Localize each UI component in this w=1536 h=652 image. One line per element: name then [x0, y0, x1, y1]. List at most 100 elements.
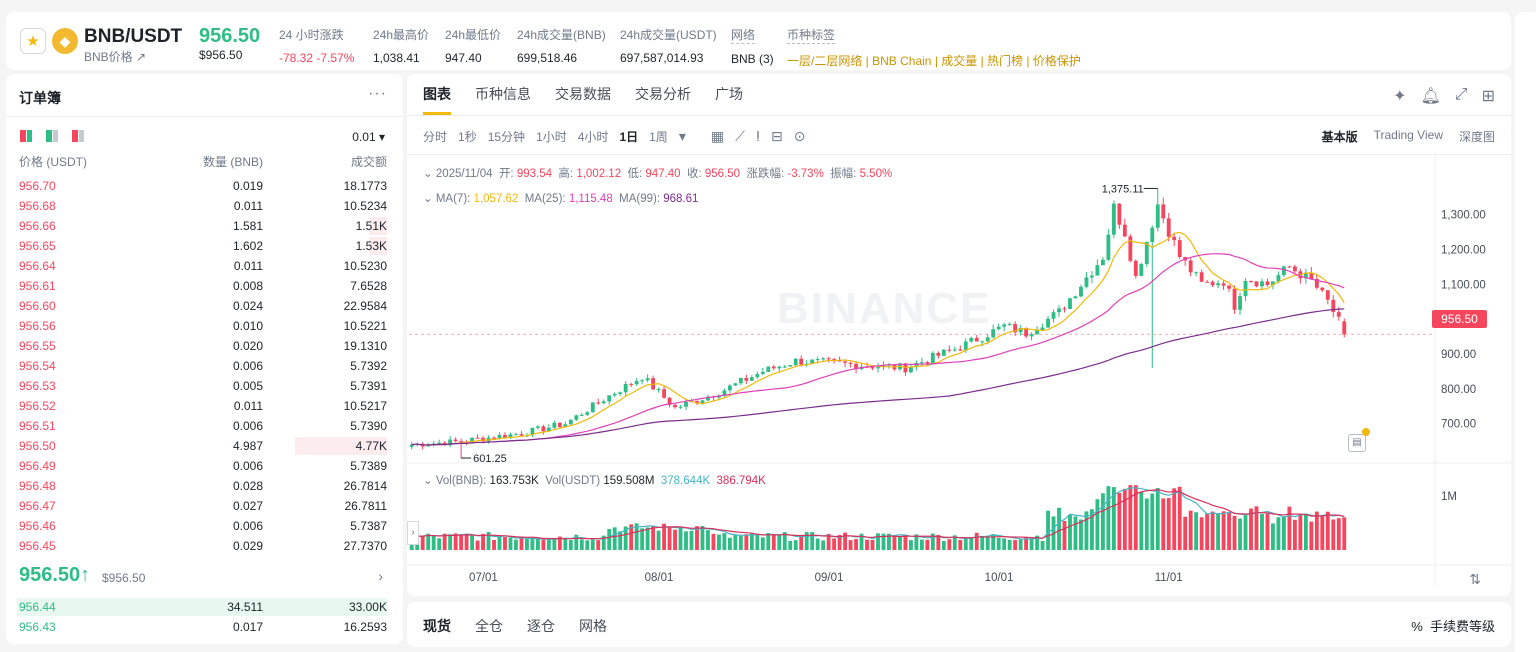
- volume-bar: [546, 539, 551, 550]
- candlestick-chart[interactable]: 1,300.001,200.001,100.001,000.00900.0080…: [407, 155, 1511, 585]
- fee-tier[interactable]: % 手续费等级: [1411, 616, 1495, 635]
- volume-bar: [601, 535, 606, 550]
- chart-tab[interactable]: 交易数据: [555, 86, 611, 102]
- notes-icon[interactable]: ▤: [1348, 434, 1366, 452]
- ask-row[interactable]: 956.64 0.011 10.5230: [6, 256, 403, 276]
- more-options-icon[interactable]: ···: [368, 85, 387, 102]
- ask-row[interactable]: 956.45 0.029 27.7370: [6, 536, 403, 556]
- stat-value[interactable]: 一层/二层网络 | BNB Chain | 成交量 | 热门榜 | 价格保护: [787, 54, 1081, 68]
- candle-body: [919, 362, 924, 364]
- chevron-down-icon[interactable]: ▾: [678, 128, 686, 144]
- ask-price: 956.47: [19, 499, 56, 513]
- ask-row[interactable]: 956.65 1.602 1.53K: [6, 236, 403, 256]
- expand-drawer-icon[interactable]: ›: [407, 521, 419, 545]
- candle-body: [996, 326, 1001, 330]
- view-both-icon[interactable]: [20, 130, 32, 142]
- bid-row[interactable]: 956.44 34.511 33.00K: [6, 597, 403, 617]
- interval-option[interactable]: 1秒: [458, 130, 477, 144]
- ask-row[interactable]: 956.47 0.027 26.7811: [6, 496, 403, 516]
- ask-row[interactable]: 956.60 0.024 22.9584: [6, 296, 403, 316]
- chart-mode-option[interactable]: 深度图: [1458, 130, 1495, 144]
- trade-tab[interactable]: 现货: [423, 618, 451, 634]
- chart-tab[interactable]: 广场: [715, 86, 743, 102]
- volume-bar: [1068, 514, 1072, 550]
- grid-layout-icon[interactable]: ⊞: [1481, 88, 1495, 105]
- chart-tab[interactable]: 图表: [423, 84, 451, 115]
- low-annotation: 601.25: [473, 453, 507, 465]
- candle-body: [1199, 272, 1204, 282]
- calendar-icon[interactable]: ▦: [710, 128, 725, 144]
- interval-option[interactable]: 4小时: [577, 130, 609, 144]
- ask-qty: 0.006: [232, 519, 263, 533]
- candle-body: [1155, 204, 1160, 228]
- ask-row[interactable]: 956.48 0.028 26.7814: [6, 476, 403, 496]
- pair-price-link[interactable]: BNB价格 ↗: [84, 50, 147, 64]
- volume-bar: [1040, 540, 1045, 550]
- volume-bar: [662, 523, 666, 550]
- ask-row[interactable]: 956.70 0.019 18.1773: [6, 176, 403, 196]
- ask-price: 956.61: [19, 279, 56, 293]
- ai-sparkle-icon[interactable]: ✦: [1393, 88, 1407, 105]
- ask-total: 7.6528: [350, 279, 387, 293]
- stat-label: 24h最低价: [445, 28, 502, 42]
- ask-row[interactable]: 956.51 0.006 5.7390: [6, 416, 403, 436]
- volume-bar: [1320, 515, 1325, 550]
- candle-body: [815, 359, 820, 361]
- candle-body: [1051, 312, 1056, 319]
- settings-icon[interactable]: ⊙: [793, 128, 806, 144]
- interval-option[interactable]: 1日: [619, 130, 639, 144]
- view-bids-icon[interactable]: [46, 130, 58, 142]
- interval-option[interactable]: 15分钟: [487, 130, 526, 144]
- ask-row[interactable]: 956.55 0.020 19.1310: [6, 336, 403, 356]
- candle-body: [706, 396, 710, 401]
- ask-row[interactable]: 956.68 0.011 10.5234: [6, 196, 403, 216]
- candle-body: [1309, 272, 1314, 279]
- vol-ma10-value: 386.794K: [716, 475, 766, 487]
- ask-row[interactable]: 956.49 0.006 5.7389: [6, 456, 403, 476]
- stat-label: 24h成交量(BNB): [517, 28, 606, 42]
- bid-qty: 34.511: [227, 600, 263, 614]
- ask-row[interactable]: 956.56 0.010 10.5221: [6, 316, 403, 336]
- notification-dot: [1362, 428, 1370, 436]
- precision-select[interactable]: 0.01 ▾: [352, 130, 385, 144]
- qty-header: 数量 (BNB): [202, 155, 263, 169]
- low-label: 低:: [627, 168, 643, 180]
- interval-option[interactable]: 1周: [649, 130, 668, 144]
- favorite-star-icon[interactable]: ★: [20, 28, 46, 54]
- axis-scale-icon[interactable]: ⇅: [1469, 571, 1481, 587]
- volume-bar: [590, 539, 595, 550]
- chart-tab[interactable]: 币种信息: [475, 86, 531, 102]
- indicator-icon[interactable]: ⟋: [735, 128, 745, 144]
- view-asks-icon[interactable]: [72, 130, 84, 142]
- ask-row[interactable]: 956.54 0.006 5.7392: [6, 356, 403, 376]
- layout-icon[interactable]: ⊟: [771, 128, 783, 144]
- trade-tab[interactable]: 网格: [579, 618, 607, 634]
- volume-bar: [870, 539, 875, 550]
- trade-tab[interactable]: 逐仓: [527, 618, 555, 634]
- compare-icon[interactable]: ⵑ: [755, 128, 761, 144]
- chart-tab[interactable]: 交易分析: [635, 86, 691, 102]
- ask-price: 956.66: [19, 219, 56, 233]
- ask-row[interactable]: 956.52 0.011 10.5217: [6, 396, 403, 416]
- fullscreen-icon[interactable]: ⤢: [1454, 86, 1468, 103]
- volume-bar: [843, 532, 848, 550]
- volume-bar: [749, 532, 754, 550]
- chart-mode-option[interactable]: 基本版: [1321, 130, 1358, 144]
- ask-row[interactable]: 956.61 0.008 7.6528: [6, 276, 403, 296]
- chart-mode-option[interactable]: Trading View: [1373, 128, 1443, 142]
- chevron-right-icon[interactable]: ›: [378, 568, 383, 584]
- bell-icon[interactable]: 🔔︎: [1420, 88, 1441, 105]
- bid-row[interactable]: 956.43 0.017 16.2593: [6, 617, 403, 637]
- trade-tab[interactable]: 全仓: [475, 618, 503, 634]
- ask-row[interactable]: 956.46 0.006 5.7387: [6, 516, 403, 536]
- ask-qty: 0.006: [232, 359, 263, 373]
- ask-row[interactable]: 956.66 1.581 1.51K: [6, 216, 403, 236]
- interval-option[interactable]: 1小时: [536, 130, 567, 144]
- ask-row[interactable]: 956.53 0.005 5.7391: [6, 376, 403, 396]
- candle-body: [1122, 224, 1127, 237]
- ask-row[interactable]: 956.50 4.987 4.77K: [6, 436, 403, 456]
- order-book-title: 订单簿: [19, 90, 61, 106]
- interval-option[interactable]: 分时: [423, 130, 448, 144]
- volume-bar: [1249, 508, 1253, 550]
- volume-bar: [941, 540, 946, 550]
